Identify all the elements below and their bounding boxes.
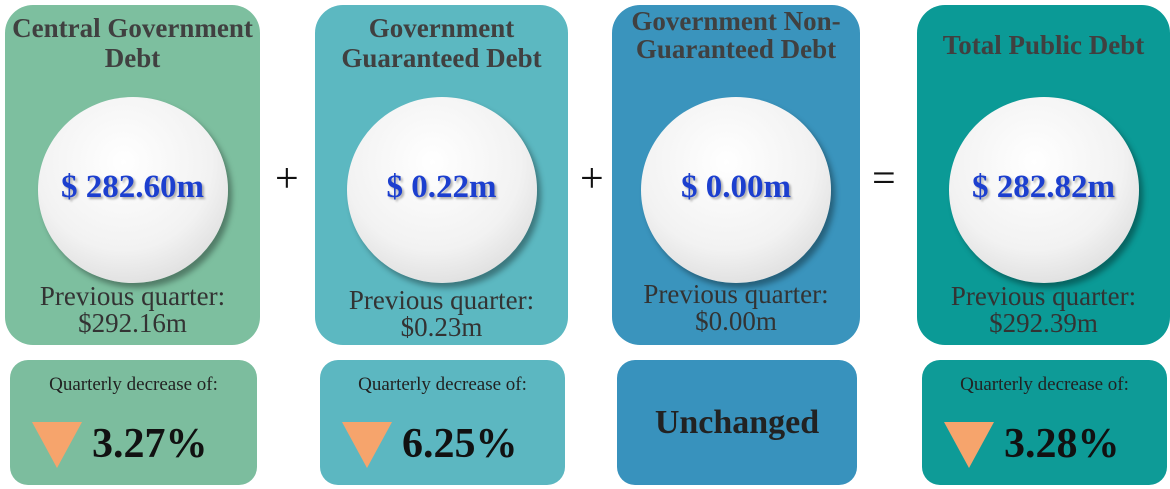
card-title: Total Public Debt [942,30,1145,60]
amount: $ 0.00m [681,169,791,205]
amount: $ 282.60m [61,169,204,205]
debt-card: Central Government Debt $ 282.60m Previous… [5,5,260,345]
previous-quarter: Previous quarter: $292.39m [917,283,1170,337]
operator: + [580,156,604,202]
decrease-arrow [944,422,994,468]
debt-card: Government Guaranteed Debt $ 0.22m Previou… [315,5,568,345]
previous-quarter: Previous quarter: $0.23m [315,287,568,341]
change-label: Quarterly decrease of: [960,374,1129,395]
change-label: Quarterly decrease of: [358,374,527,395]
amount-circle: $ 0.22m [346,97,537,283]
change-box: Quarterly decrease of: 3.27% [10,360,257,485]
amount: $ 0.22m [386,169,497,205]
card-title: Central Government Debt [12,13,253,73]
change-value: 3.28% [1004,421,1120,467]
operator: + [275,156,299,202]
debt-card: Total Public Debt $ 282.82m Previous quart… [917,5,1170,345]
previous-value: $292.16m [78,308,187,338]
previous-quarter: Previous quarter: $0.00m [612,281,860,335]
previous-value: $0.23m [400,312,483,342]
amount: $ 282.82m [972,169,1115,205]
card-title: Government Guaranteed Debt [341,13,542,73]
previous-value: $292.39m [989,308,1098,338]
change-value: 3.27% [92,421,208,467]
amount-circle: $ 282.82m [948,97,1139,283]
change-box: Quarterly decrease of: 3.28% [922,360,1167,485]
amount-circle: $ 282.60m [37,97,228,283]
change-box: Unchanged [617,360,857,485]
card-title: Government Non-Guaranteed Debt [631,6,841,64]
change-box: Quarterly decrease of: 6.25% [320,360,565,485]
previous-label: Previous quarter: [39,281,226,311]
decrease-arrow [342,422,392,468]
change-value: 6.25% [402,421,518,467]
change-label: Quarterly decrease of: [49,374,218,395]
operator: = [872,156,896,202]
previous-label: Previous quarter: [643,279,829,309]
decrease-arrow [32,422,82,468]
debt-card: Government Non-Guaranteed Debt $ 0.00m Pre… [612,5,860,345]
previous-label: Previous quarter: [348,285,535,315]
change-value: Unchanged [654,403,820,441]
previous-quarter: Previous quarter: $292.16m [5,283,260,337]
amount-circle: $ 0.00m [641,97,831,283]
previous-label: Previous quarter: [950,281,1137,311]
previous-value: $0.00m [695,306,777,336]
